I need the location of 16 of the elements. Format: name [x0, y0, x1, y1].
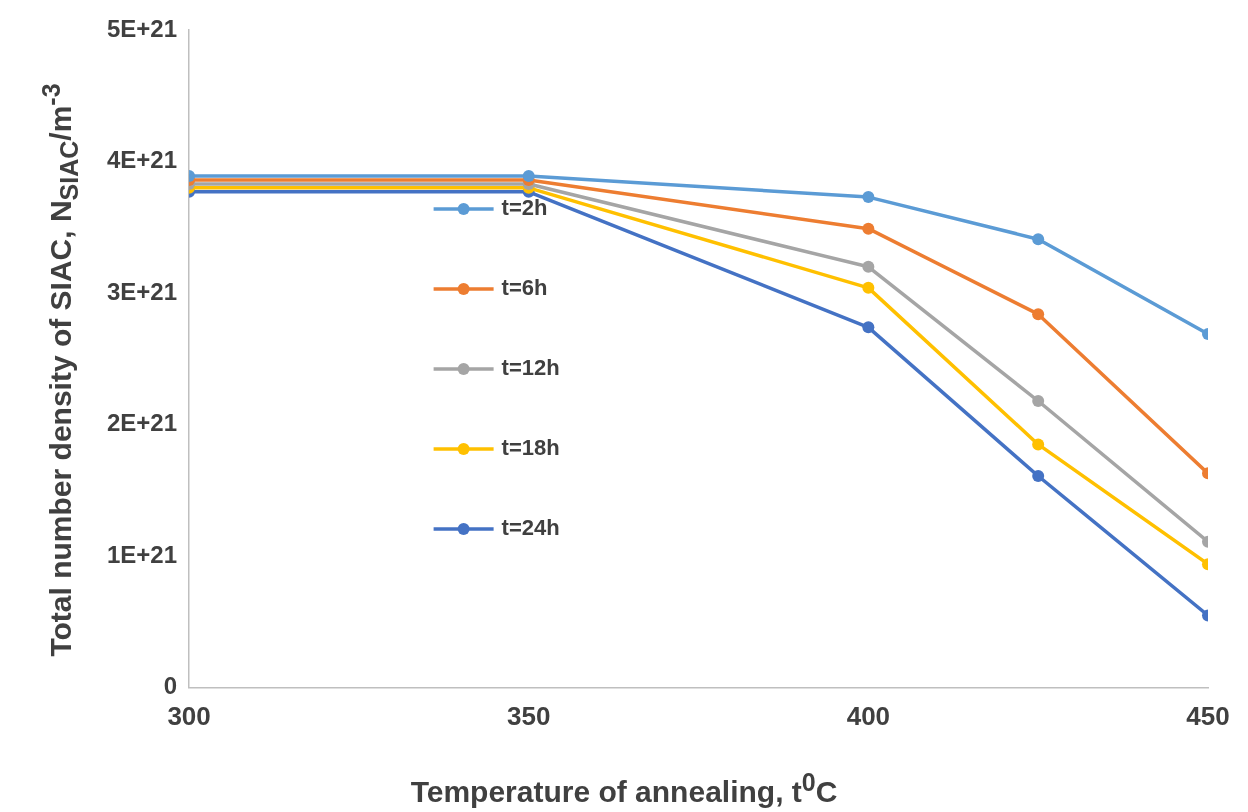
x-tick-label: 400: [846, 700, 891, 731]
y-tick-label: 1E+21: [106, 540, 178, 568]
y-tick-label: 4E+21: [106, 146, 178, 174]
x-tick-label: 300: [167, 700, 211, 731]
x-tick-label: 350: [507, 700, 551, 731]
legend-label: t=24h: [501, 514, 560, 540]
legend-label: t=18h: [501, 434, 560, 460]
y-tick-label: 0: [163, 672, 178, 700]
y-tick-label: 3E+21: [106, 277, 178, 305]
x-axis-title: Temperature of annealing, t$^{0}$C: [409, 768, 839, 809]
y-tick-label: 2E+21: [106, 409, 178, 437]
legend-label: t=6h: [501, 274, 548, 300]
x-tick-label: 450: [1186, 700, 1230, 731]
legend-label: t=2h: [501, 194, 548, 220]
y-tick-label: 5E+21: [106, 14, 178, 42]
legend-label: t=12h: [501, 354, 560, 380]
